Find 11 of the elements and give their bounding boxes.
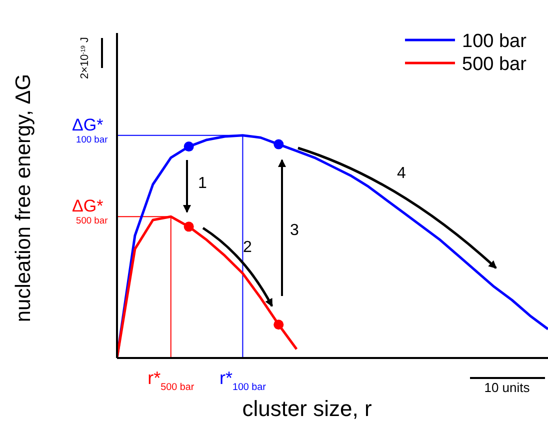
legend-label: 100 bar	[462, 31, 528, 52]
annotation: 4	[397, 165, 406, 182]
text: 10 units	[484, 380, 530, 395]
legend-label: 500 bar	[462, 54, 528, 75]
annotation: 3	[290, 222, 299, 239]
x-axis-title: cluster size, r	[242, 396, 372, 421]
x-tick-label: r*$_{100 bar}$	[219, 368, 267, 393]
y-axis-title: nucleation free energy, ΔG	[12, 74, 35, 322]
annotation: 2	[243, 239, 252, 256]
x-tick-label: r*$_{500 bar}$	[148, 368, 195, 393]
annotation: 1	[198, 175, 207, 192]
